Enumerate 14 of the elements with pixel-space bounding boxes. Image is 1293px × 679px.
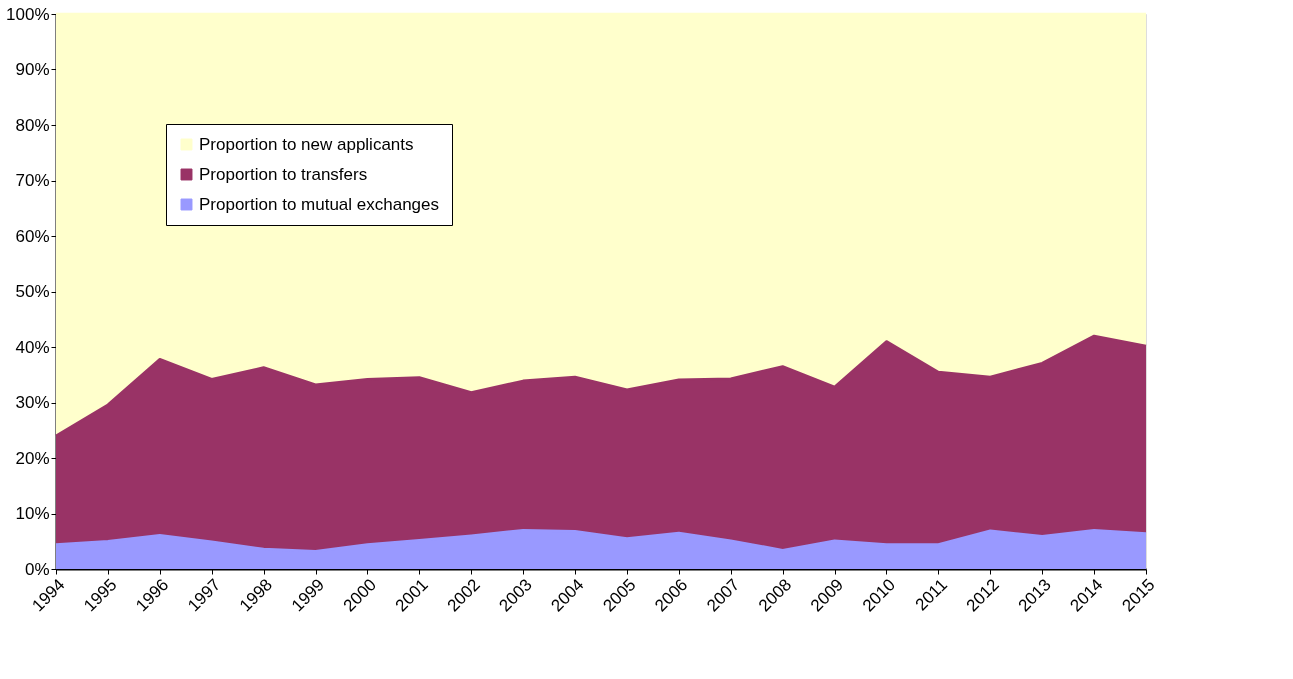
y-tick-label: 30% <box>15 393 50 412</box>
y-tick-label: 10% <box>15 504 50 523</box>
y-tick-label: 50% <box>15 282 50 301</box>
y-tick-label: 40% <box>15 337 50 357</box>
y-tick-label: 80% <box>15 115 50 135</box>
legend-label: Proportion to mutual exchanges <box>199 194 440 214</box>
legend-label: Proportion to new applicants <box>199 134 414 154</box>
y-tick-label: 100% <box>6 4 50 24</box>
y-tick-label: 70% <box>15 171 50 190</box>
y-tick-label: 0% <box>24 559 50 579</box>
y-tick-label: 60% <box>15 226 50 246</box>
y-tick-label: 90% <box>15 60 50 79</box>
y-tick-label: 20% <box>15 448 50 468</box>
legend-label: Proportion to transfers <box>199 164 368 184</box>
